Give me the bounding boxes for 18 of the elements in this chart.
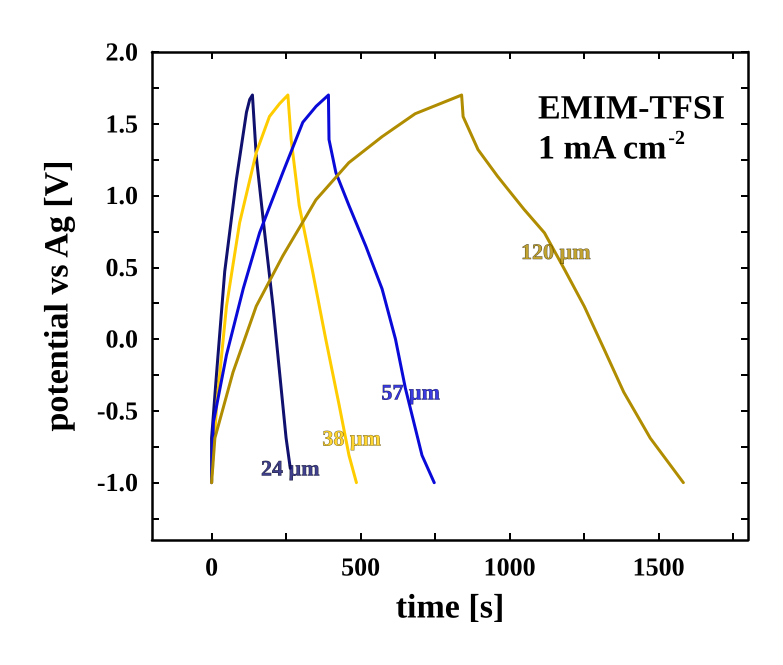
y-tick-label: -1.0 — [96, 468, 138, 498]
y-tick-label: 1.5 — [106, 109, 138, 138]
annotation: 24 µm — [261, 456, 320, 481]
annotation: 38 µm — [322, 426, 381, 451]
x-tick-label: 500 — [341, 552, 380, 582]
x-axis-title: time [s] — [396, 588, 504, 626]
annotation: EMIM-TFSI — [538, 90, 725, 126]
x-tick-label: 0 — [205, 552, 218, 582]
y-tick-label: 2.0 — [106, 38, 138, 66]
annotation: 57 µm — [381, 380, 440, 405]
y-tick-label: 1.0 — [106, 181, 138, 210]
annotation: 120 µm — [521, 239, 591, 264]
x-tick-label: 1500 — [632, 552, 685, 582]
x-tick-label: 1000 — [484, 552, 536, 582]
y-axis-title: potential vs Ag [V] — [38, 160, 76, 432]
y-tick-label: -0.5 — [96, 396, 138, 426]
y-tick-label: 0.0 — [106, 324, 138, 354]
y-tick-label: 0.5 — [106, 252, 138, 282]
